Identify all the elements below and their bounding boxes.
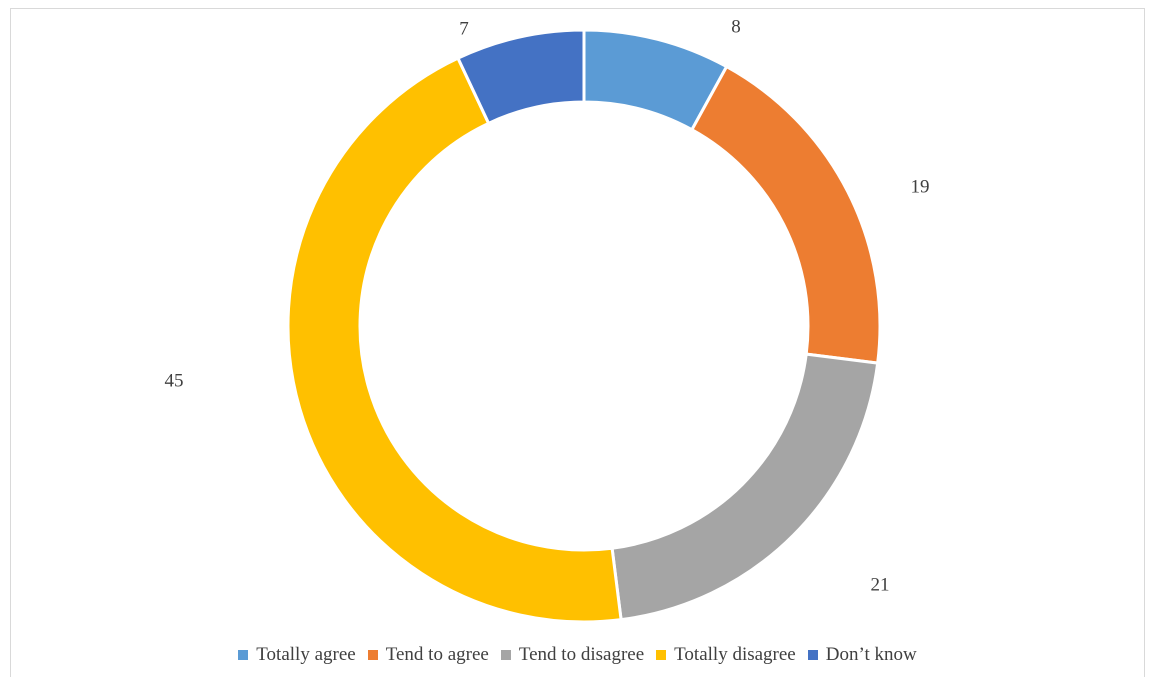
legend-label: Don’t know xyxy=(825,644,917,665)
legend-swatch xyxy=(807,650,818,660)
data-label-tend-to-agree: 19 xyxy=(911,176,930,197)
donut-slice-tend-to-disagree xyxy=(610,352,880,622)
donut-slice-totally-disagree xyxy=(286,56,623,624)
legend-item: Tend to disagree xyxy=(500,644,645,666)
legend-label: Tend to disagree xyxy=(518,644,645,665)
legend-item: Don’t know xyxy=(807,644,917,666)
data-label-totally-disagree: 45 xyxy=(165,370,184,391)
legend-swatch xyxy=(656,650,667,660)
data-label-tend-to-disagree: 21 xyxy=(871,574,890,595)
legend-item: Tend to agree xyxy=(367,644,489,666)
legend-label: Tend to agree xyxy=(385,644,489,665)
legend-swatch xyxy=(238,650,249,660)
data-label-totally-agree: 8 xyxy=(731,16,741,37)
legend-label: Totally agree xyxy=(256,644,356,665)
donut-slices xyxy=(286,28,882,624)
donut-slice-don-t-know xyxy=(455,28,586,126)
legend-swatch xyxy=(500,650,511,660)
legend-item: Totally agree xyxy=(238,644,356,666)
data-labels: 8 19 21 45 7 xyxy=(165,16,930,595)
donut-slice-tend-to-agree xyxy=(689,64,882,365)
legend-label: Totally disagree xyxy=(674,644,796,665)
legend: Totally agree Tend to agree Tend to disagr… xyxy=(0,644,1155,666)
chart-frame xyxy=(10,8,1145,677)
legend-item: Totally disagree xyxy=(656,644,796,666)
data-label-don-t-know: 7 xyxy=(459,18,469,39)
legend-swatch xyxy=(367,650,378,660)
